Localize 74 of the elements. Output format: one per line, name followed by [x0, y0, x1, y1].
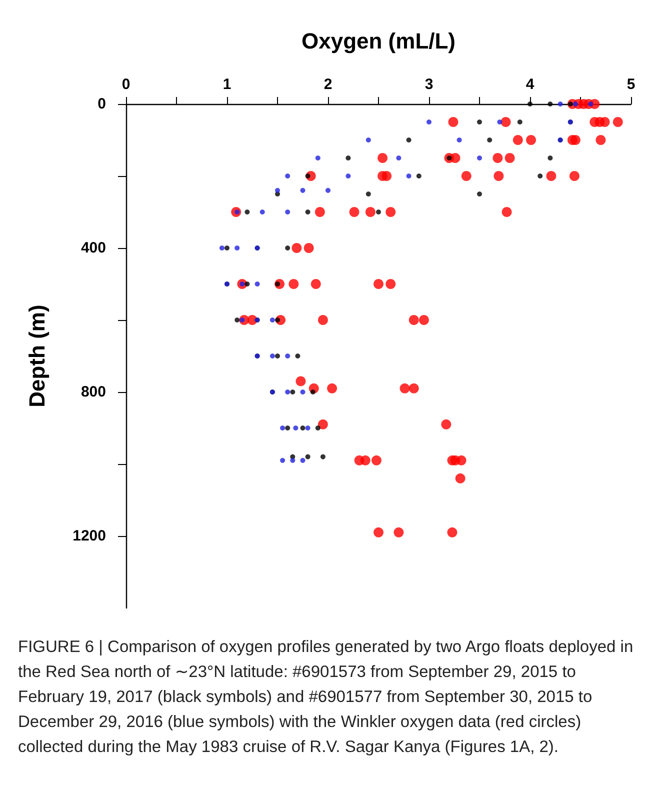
- point: [315, 426, 320, 430]
- point: [280, 458, 286, 463]
- point: [538, 174, 543, 178]
- point: [366, 138, 371, 142]
- y-axis-title: Depth (m): [24, 304, 50, 408]
- point: [517, 120, 522, 124]
- point: [270, 318, 275, 322]
- point: [305, 174, 310, 178]
- point: [280, 426, 286, 430]
- point: [406, 138, 412, 142]
- point: [275, 354, 280, 358]
- point: [244, 282, 250, 286]
- point: [416, 174, 422, 178]
- point: [295, 354, 300, 358]
- y-tick-label: 1200: [72, 528, 106, 544]
- y-tick-label: 400: [80, 240, 106, 256]
- point: [234, 246, 240, 250]
- point: [487, 138, 492, 142]
- point: [406, 174, 412, 178]
- point: [219, 246, 224, 250]
- point: [310, 390, 316, 394]
- point: [376, 210, 381, 214]
- point: [548, 156, 553, 160]
- x-tick-label: 5: [626, 76, 636, 93]
- point: [396, 156, 402, 160]
- point: [528, 102, 532, 106]
- caption: FIGURE 6 | Comparison of oxygen profiles generated by two Argo floats deployed in the Red Sea north of ∼23°N latitude: #6901573 from September 29, 2015 to February 19, 2017 (black symbols) and #6901577 from September 30, 2015 to December 29, 2016 (blue symbols) with the Winkler oxygen data (red circles) collected during the May 1983 cruise of R.V. Sagar Kanya (Figures 1A, 2).: [18, 637, 634, 758]
- point: [346, 156, 351, 160]
- point: [260, 210, 265, 214]
- point: [477, 120, 482, 124]
- point: [497, 120, 502, 124]
- point: [326, 188, 330, 193]
- x-tick-label: 1: [222, 76, 232, 93]
- point: [300, 426, 306, 430]
- point: [305, 426, 310, 430]
- point: [254, 282, 260, 286]
- point: [315, 156, 320, 160]
- point: [477, 192, 482, 196]
- y-tick-label: 800: [80, 384, 106, 400]
- point: [270, 354, 275, 358]
- x-tick-label: 3: [424, 76, 434, 93]
- point: [285, 246, 290, 250]
- point: [426, 120, 432, 124]
- point: [224, 246, 230, 250]
- x-axis-title: Oxygen (mL/L): [301, 28, 456, 54]
- point: [244, 210, 250, 214]
- point: [456, 138, 462, 142]
- point: [305, 454, 310, 460]
- x-tick-label: 4: [526, 76, 535, 93]
- point: [285, 174, 290, 178]
- x-tick-label: 2: [324, 76, 332, 93]
- point: [477, 156, 482, 160]
- point: [290, 458, 296, 463]
- point: [234, 318, 240, 322]
- point: [285, 390, 290, 394]
- x-tick-label: 0: [122, 76, 130, 93]
- y-tick-label: 0: [98, 96, 106, 112]
- point: [548, 102, 553, 106]
- point: [305, 210, 310, 214]
- point: [572, 102, 578, 106]
- point: [346, 174, 351, 178]
- point: [558, 102, 563, 106]
- point: [293, 426, 298, 430]
- point: [300, 390, 306, 394]
- point: [290, 390, 296, 394]
- point: [275, 318, 280, 322]
- point: [275, 188, 280, 193]
- point: [300, 458, 306, 463]
- point: [285, 210, 290, 214]
- point: [285, 354, 290, 358]
- point: [285, 426, 290, 430]
- point: [300, 188, 306, 193]
- point: [320, 454, 326, 460]
- point: [366, 192, 371, 196]
